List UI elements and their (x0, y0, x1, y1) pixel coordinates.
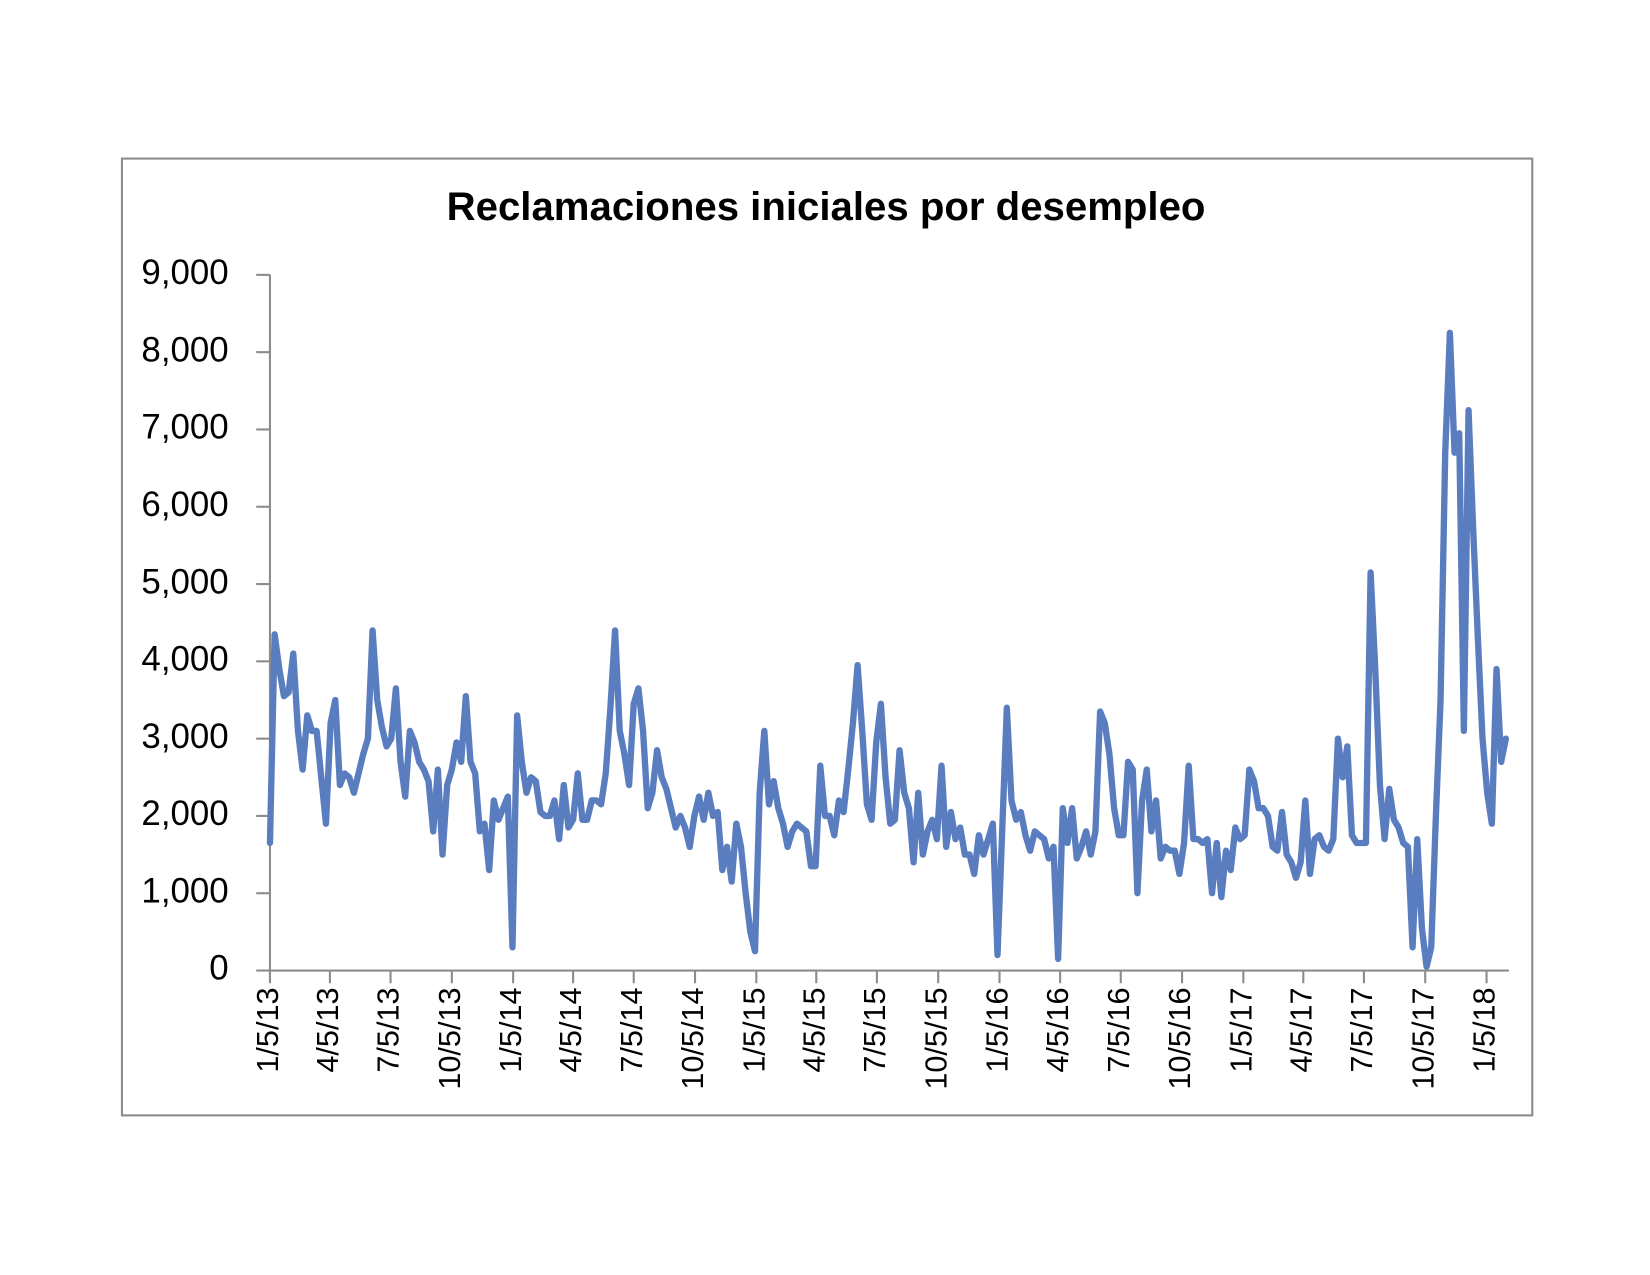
y-tick-label: 6,000 (141, 485, 228, 524)
x-tick-label: 7/5/13 (372, 987, 406, 1072)
x-tick-label: 10/5/17 (1406, 987, 1440, 1089)
x-tick-label: 10/5/14 (676, 987, 710, 1089)
chart-frame (120, 157, 1534, 1117)
y-tick-label: 1,000 (141, 871, 228, 910)
x-tick-label: 10/5/16 (1163, 987, 1197, 1089)
chart-title: Reclamaciones iniciales por desempleo (447, 184, 1206, 229)
x-tick-label: 1/5/18 (1468, 987, 1502, 1072)
x-tick-label: 10/5/13 (433, 987, 467, 1089)
x-tick-label: 1/5/16 (981, 987, 1015, 1072)
x-tick-label: 10/5/15 (919, 987, 953, 1089)
x-tick-label: 7/5/17 (1345, 987, 1379, 1072)
y-tick-label: 3,000 (141, 717, 228, 756)
y-tick-label: 4,000 (141, 640, 228, 679)
x-tick-label: 1/5/13 (251, 987, 285, 1072)
x-tick-label: 7/5/16 (1102, 987, 1136, 1072)
y-tick-label: 5,000 (141, 562, 228, 601)
y-tick-label: 7,000 (141, 408, 228, 447)
x-tick-label: 1/5/17 (1224, 987, 1258, 1072)
x-tick-label: 7/5/15 (858, 987, 892, 1072)
x-tick-label: 1/5/15 (737, 987, 771, 1072)
data-line (266, 329, 1510, 970)
y-tick-label: 8,000 (141, 330, 228, 369)
x-tick-label: 4/5/16 (1041, 987, 1075, 1072)
x-tick-label: 1/5/14 (494, 987, 528, 1072)
y-tick-label: 9,000 (141, 253, 228, 292)
x-tick-label: 4/5/14 (554, 987, 588, 1072)
y-tick-label: 0 (209, 949, 228, 988)
x-tick-label: 7/5/14 (615, 987, 649, 1072)
x-tick-label: 4/5/17 (1284, 987, 1318, 1072)
x-tick-label: 4/5/13 (311, 987, 345, 1072)
y-tick-label: 2,000 (141, 794, 228, 833)
x-tick-label: 4/5/15 (797, 987, 831, 1072)
